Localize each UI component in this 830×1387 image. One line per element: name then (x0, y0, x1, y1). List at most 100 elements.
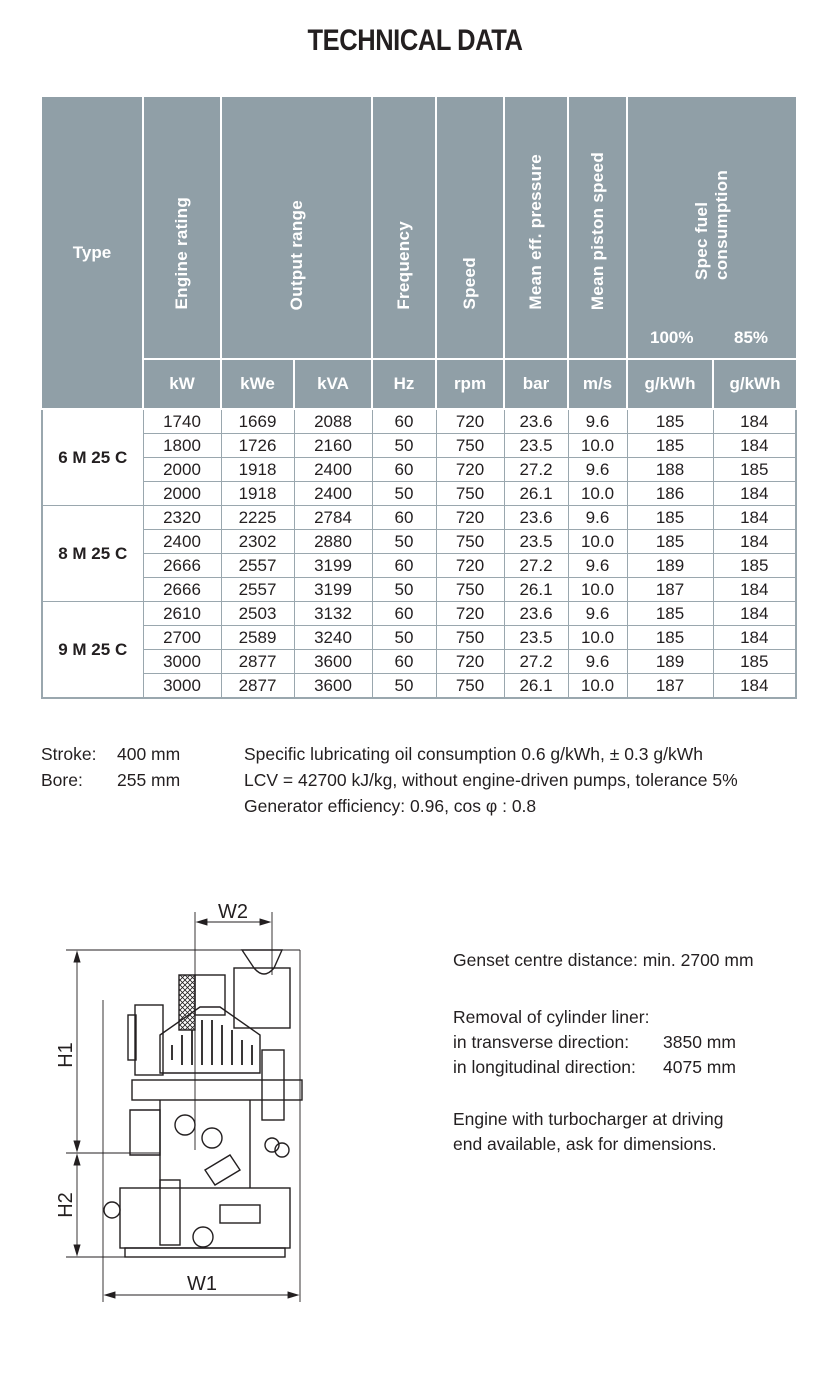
table-cell: 185 (626, 505, 714, 530)
table-cell: 189 (626, 553, 714, 578)
table-cell: 10.0 (567, 577, 628, 602)
table-cell: 3000 (142, 649, 222, 674)
table-cell: 185 (712, 649, 797, 674)
table-cell: 2877 (220, 649, 295, 674)
table-cell: 60 (371, 649, 437, 674)
table-cell: 23.5 (503, 433, 569, 458)
table-cell: 185 (626, 433, 714, 458)
table-cell: 720 (435, 408, 505, 434)
table-cell: 750 (435, 481, 505, 506)
table-row: 3000 2877 3600 50 750 26.1 10.0 187 184 (42, 673, 797, 699)
unit-header: g/kWh (712, 358, 796, 410)
spec-line-oil: Specific lubricating oil consumption 0.6… (244, 744, 703, 764)
table-row: 2666 2557 3199 50 750 26.1 10.0 187 184 (42, 577, 797, 602)
table-cell: 26.1 (503, 481, 569, 506)
table-cell: 2400 (142, 529, 222, 554)
spec-line-generator: Generator efficiency: 0.96, cos φ : 0.8 (244, 796, 537, 816)
unit-header: bar (503, 358, 569, 410)
table-cell: 9.6 (567, 408, 628, 434)
table-cell: 3600 (293, 673, 373, 699)
header-mean-piston-speed-label: Mean piston speed (587, 151, 607, 310)
header-speed-label: Speed (460, 257, 479, 310)
unit-header: g/kWh (626, 358, 714, 410)
table-cell: 2557 (220, 577, 295, 602)
header-spec-fuel-consumption: Spec fuel consumption 100% 85% (626, 97, 796, 360)
table-cell: 750 (435, 625, 505, 650)
table-row: 2400 2302 2880 50 750 23.5 10.0 185 184 (42, 529, 797, 554)
table-cell: 60 (371, 553, 437, 578)
header-engine-rating: Engine rating (142, 97, 222, 360)
table-cell: 720 (435, 649, 505, 674)
table-cell: 720 (435, 553, 505, 578)
unit-header: m/s (567, 358, 628, 410)
table-cell: 2666 (142, 553, 222, 578)
table-cell: 185 (626, 601, 714, 626)
table-cell: 720 (435, 457, 505, 482)
bore-label: Bore: (41, 770, 83, 790)
transverse-value: 3850 mm (663, 1032, 736, 1052)
table-cell: 2160 (293, 433, 373, 458)
table-row: 2666 2557 3199 60 720 27.2 9.6 189 185 (42, 553, 797, 578)
engine-type-cell: 8 M 25 C (41, 505, 144, 602)
stroke-label: Stroke: (41, 744, 97, 764)
stroke-bore-block: Stroke: 400 mm Bore: 255 mm (41, 741, 180, 793)
table-cell: 3600 (293, 649, 373, 674)
table-cell: 2000 (142, 457, 222, 482)
table-cell: 60 (371, 505, 437, 530)
table-cell: 720 (435, 505, 505, 530)
label-h1: H1 (55, 1042, 77, 1068)
table-cell: 184 (712, 529, 797, 554)
longitudinal-label: in longitudinal direction: (453, 1057, 636, 1077)
table-cell: 185 (626, 625, 714, 650)
table-cell: 2320 (142, 505, 222, 530)
genset-distance-note: Genset centre distance: min. 2700 mm (453, 950, 754, 970)
table-cell: 27.2 (503, 649, 569, 674)
table-cell: 184 (712, 481, 797, 506)
table-cell: 23.5 (503, 625, 569, 650)
table-cell: 50 (371, 481, 437, 506)
table-cell: 9.6 (567, 457, 628, 482)
table-cell: 1726 (220, 433, 295, 458)
table-cell: 2225 (220, 505, 295, 530)
table-cell: 184 (712, 433, 797, 458)
header-mean-piston-speed: Mean piston speed (567, 97, 628, 360)
table-cell: 2880 (293, 529, 373, 554)
table-cell: 187 (626, 673, 714, 699)
unit-header: kW (143, 358, 222, 410)
table-cell: 185 (626, 408, 714, 434)
table-cell: 50 (371, 529, 437, 554)
unit-header: Hz (371, 358, 437, 410)
engine-dimension-drawing: W2 W1 H1 H2 (55, 901, 303, 1302)
header-spec-fuel-line2: consumption (712, 169, 731, 280)
table-cell: 9.6 (567, 505, 628, 530)
table-cell: 10.0 (567, 625, 628, 650)
table-cell: 10.0 (567, 481, 628, 506)
table-cell: 3199 (293, 553, 373, 578)
table-cell: 50 (371, 625, 437, 650)
table-row: 1800 1726 2160 50 750 23.5 10.0 185 184 (42, 433, 797, 458)
unit-header: kWe (220, 358, 295, 410)
table-cell: 2400 (293, 457, 373, 482)
engine-outline (103, 949, 303, 1258)
table-cell: 1918 (220, 457, 295, 482)
table-cell: 60 (371, 457, 437, 482)
table-cell: 27.2 (503, 457, 569, 482)
table-cell: 188 (626, 457, 714, 482)
table-cell: 3132 (293, 601, 373, 626)
table-cell: 2302 (220, 529, 295, 554)
table-cell: 184 (712, 601, 797, 626)
spec-notes: Specific lubricating oil consumption 0.6… (244, 741, 738, 819)
table-cell: 2400 (293, 481, 373, 506)
technical-data-table: Type Engine rating Output range Frequenc… (41, 97, 797, 699)
table-cell: 1800 (142, 433, 222, 458)
table-cell: 3000 (142, 673, 222, 699)
engine-type-cell: 6 M 25 C (41, 408, 144, 506)
table-cell: 26.1 (503, 673, 569, 699)
table-cell: 50 (371, 673, 437, 699)
table-cell: 2557 (220, 553, 295, 578)
table-cell: 23.6 (503, 601, 569, 626)
table-cell: 2503 (220, 601, 295, 626)
stroke-value: 400 mm (117, 744, 181, 764)
table-cell: 60 (371, 408, 437, 434)
table-cell: 750 (435, 577, 505, 602)
